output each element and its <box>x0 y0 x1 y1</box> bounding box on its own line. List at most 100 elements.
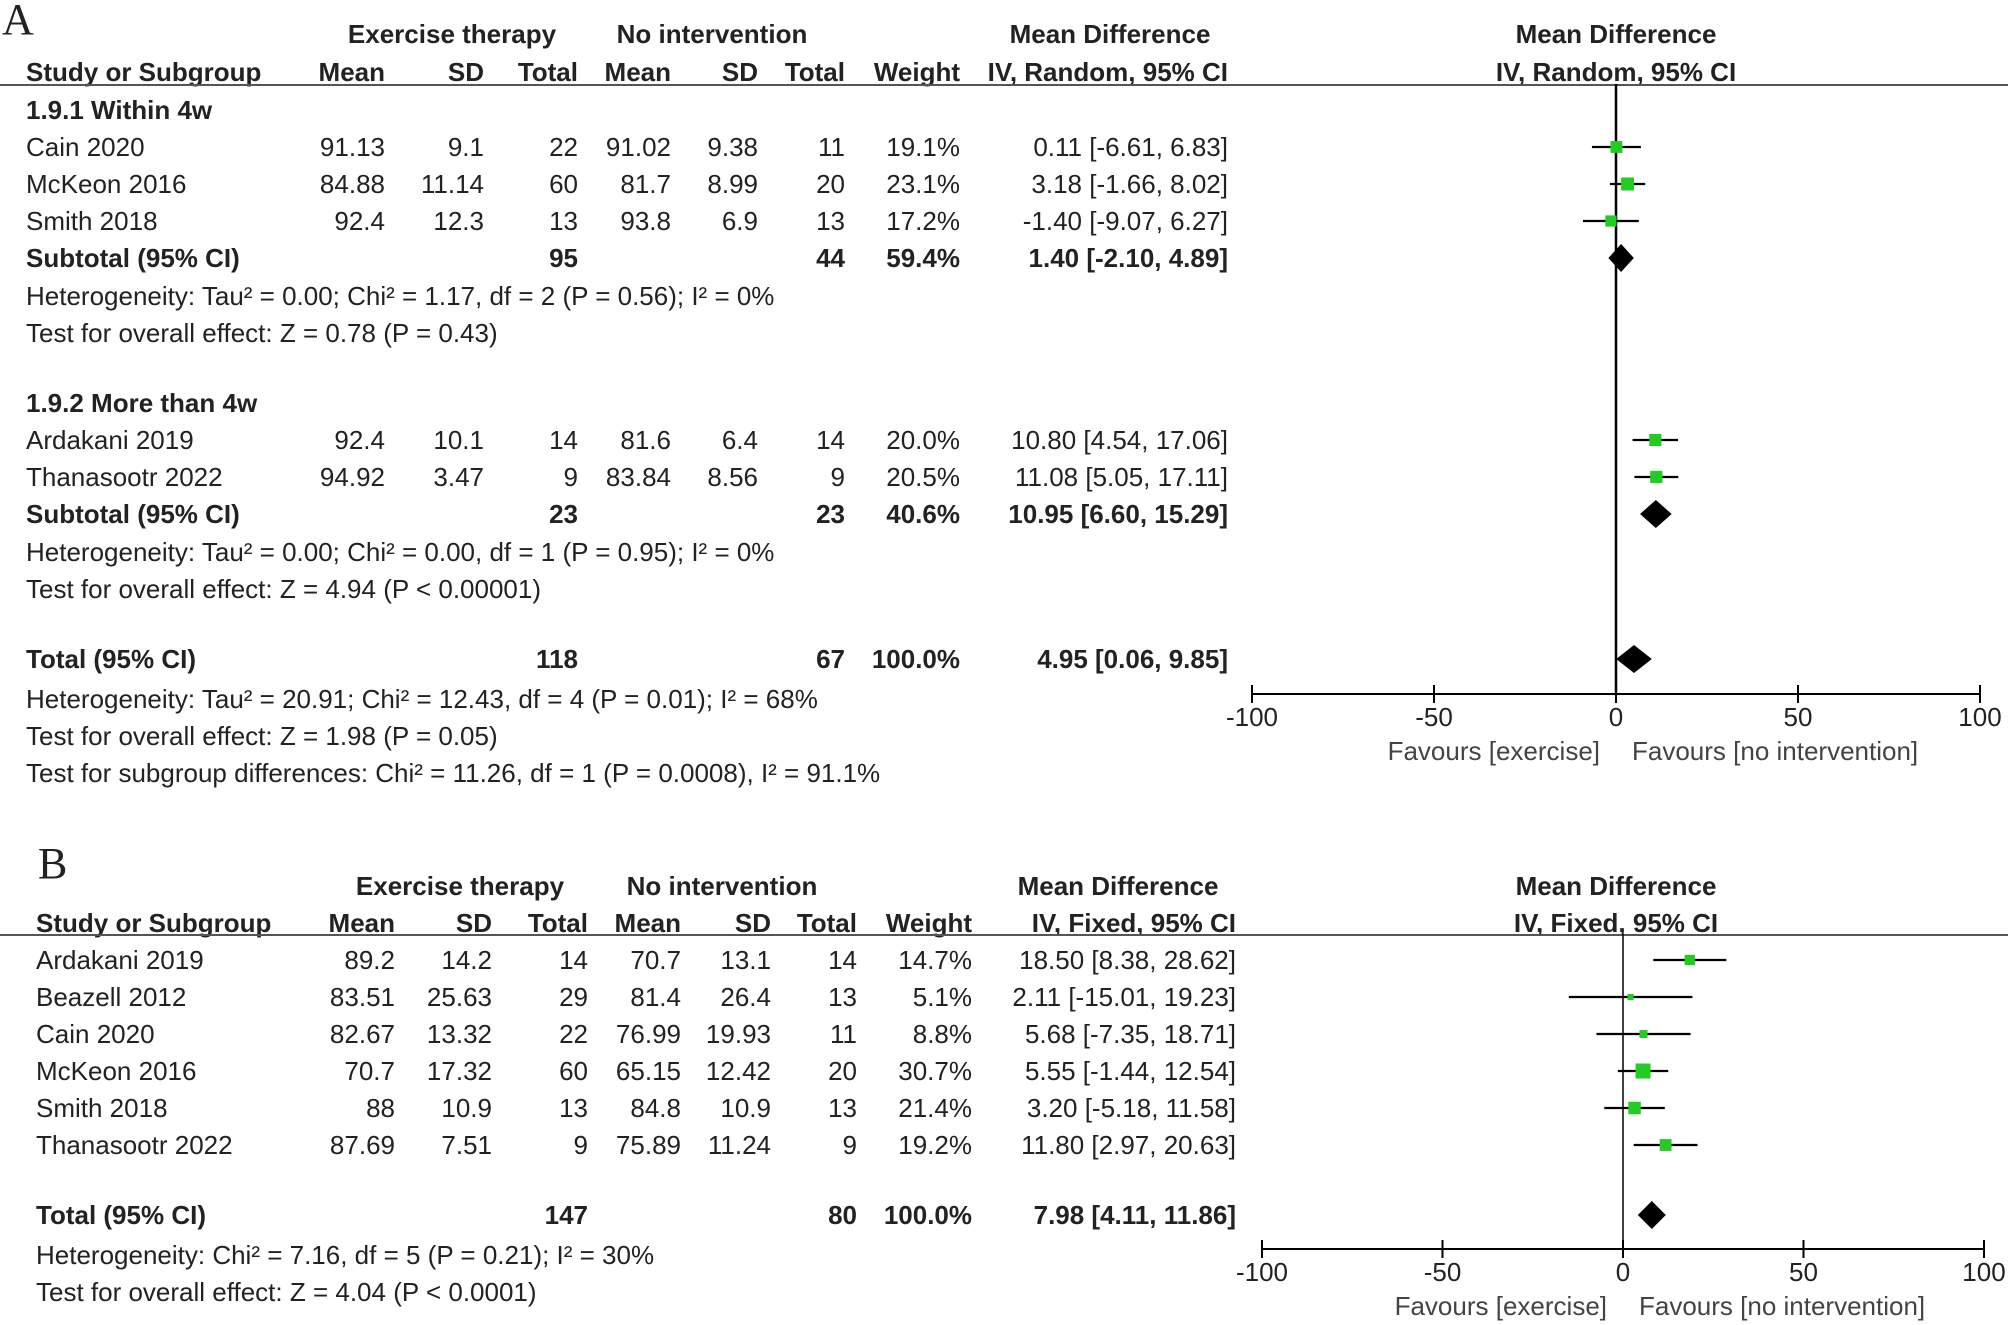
study-row-ci: 3.18 [-1.66, 8.02] <box>1031 169 1228 199</box>
subgroup-title: 1.9.2 More than 4w <box>26 388 258 418</box>
total-row-label: Total (95% CI) <box>26 644 196 674</box>
header-rule <box>0 934 2008 936</box>
study-row-mean-2: 65.15 <box>615 1056 681 1086</box>
study-row-mean-2: 81.7 <box>620 169 671 199</box>
study-row-name: Smith 2018 <box>36 1093 168 1123</box>
study-row-total-1: 9 <box>563 462 578 492</box>
x-axis-tick-label: 100 <box>1958 702 2002 732</box>
column-header-total-1: Total <box>517 57 578 87</box>
study-row-mean-2: 70.7 <box>630 945 681 975</box>
study-row-ci: -1.40 [-9.07, 6.27] <box>1022 206 1228 236</box>
study-row-point <box>1627 993 1634 1001</box>
column-header-sd-2: SD <box>734 908 771 938</box>
study-row-mean-2: 93.8 <box>620 206 671 236</box>
study-row-mean-2: 91.02 <box>605 132 671 162</box>
total-row-weight: 100.0% <box>883 1200 972 1230</box>
x-axis-tick-label: 50 <box>1789 1257 1818 1287</box>
column-header-mean-2: Mean <box>604 57 671 87</box>
study-row-mean-1: 82.67 <box>329 1019 395 1049</box>
column-header-sd-2: SD <box>721 57 758 87</box>
study-row-point <box>1621 177 1635 191</box>
total-row-total-1: 147 <box>544 1200 588 1230</box>
study-row-sd-2: 26.4 <box>720 982 771 1012</box>
study-row-sd-1: 7.51 <box>441 1130 492 1160</box>
study-row-point <box>1684 954 1695 966</box>
subtotal-row-ci: 1.40 [-2.10, 4.89] <box>1028 243 1228 273</box>
study-row-sd-1: 3.47 <box>433 462 484 492</box>
study-row-sd-1: 12.3 <box>433 206 484 236</box>
favours-exercise-label: Favours [exercise] <box>1387 736 1600 766</box>
x-axis-tick-label: 0 <box>1615 1257 1631 1287</box>
study-row-point <box>1628 1101 1641 1115</box>
subtotal-row-label: Subtotal (95% CI) <box>26 243 240 273</box>
total-row-ci: 4.95 [0.06, 9.85] <box>1037 644 1228 674</box>
study-row-weight: 8.8% <box>912 1019 972 1049</box>
study-row-weight: 19.1% <box>886 132 960 162</box>
study-row-name: McKeon 2016 <box>26 169 187 199</box>
column-header-mean-1: Mean <box>318 57 385 87</box>
subtotal-row-ci: 10.95 [6.60, 15.29] <box>1008 499 1228 529</box>
study-row-sd-1: 14.2 <box>441 945 492 975</box>
study-row-mean-2: 76.99 <box>615 1019 681 1049</box>
study-row-mean-2: 81.4 <box>630 982 681 1012</box>
total-row-label: Total (95% CI) <box>36 1200 206 1230</box>
study-row-sd-2: 8.56 <box>707 462 758 492</box>
study-row-sd-2: 19.93 <box>705 1019 771 1049</box>
study-row-ci: 2.11 [-15.01, 19.23] <box>1012 982 1236 1012</box>
study-row-mean-1: 91.13 <box>319 132 385 162</box>
column-header-weight: Weight <box>873 57 960 87</box>
x-axis-tick-label: 100 <box>1962 1257 2006 1287</box>
study-row-point <box>1659 1139 1672 1151</box>
study-row-point <box>1610 141 1623 153</box>
column-header-sd-1: SD <box>447 57 484 87</box>
total-overall-effect: Test for overall effect: Z = 1.98 (P = 0… <box>26 721 498 751</box>
study-row-point <box>1605 215 1617 227</box>
study-row-mean-1: 84.88 <box>319 169 385 199</box>
study-row-weight: 20.0% <box>886 425 960 455</box>
study-row-weight: 5.1% <box>912 982 972 1012</box>
column-header-mean-1: Mean <box>328 908 395 938</box>
x-axis-tick-label: 0 <box>1608 702 1624 732</box>
study-row-weight: 17.2% <box>886 206 960 236</box>
study-row-total-1: 22 <box>549 132 578 162</box>
effect-header-right: Mean Difference <box>1515 19 1717 49</box>
total-row-total-2: 67 <box>816 644 845 674</box>
group-header-exercise: Exercise therapy <box>355 871 565 901</box>
study-row-mean-1: 92.4 <box>334 206 385 236</box>
x-axis-tick-label: -100 <box>1225 702 1279 732</box>
study-row-total-2: 20 <box>816 169 845 199</box>
total-overall-effect: Test for overall effect: Z = 4.04 (P < 0… <box>36 1277 537 1307</box>
study-row-weight: 14.7% <box>898 945 972 975</box>
panel-letter: B <box>38 839 68 888</box>
x-axis-tick-label: 50 <box>1783 702 1813 732</box>
total-row-total-1: 118 <box>536 644 578 674</box>
column-header-total-2: Total <box>796 908 857 938</box>
study-row-total-1: 14 <box>559 945 588 975</box>
column-header-method-right: IV, Random, 95% CI <box>1495 57 1737 87</box>
study-row-total-1: 13 <box>559 1093 588 1123</box>
study-row-ci: 3.20 [-5.18, 11.58] <box>1026 1093 1236 1123</box>
study-row-weight: 23.1% <box>886 169 960 199</box>
x-axis-tick-label: -100 <box>1235 1257 1289 1287</box>
study-row-total-2: 13 <box>828 1093 857 1123</box>
study-row-ci: 11.08 [5.05, 17.11] <box>1015 462 1228 492</box>
study-row-total-1: 9 <box>573 1130 588 1160</box>
study-row-name: Thanasootr 2022 <box>26 462 223 492</box>
study-row-sd-1: 17.32 <box>426 1056 492 1086</box>
x-axis-tick-label: -50 <box>1415 702 1453 732</box>
study-row-weight: 30.7% <box>898 1056 972 1086</box>
study-row-ci: 5.55 [-1.44, 12.54] <box>1024 1056 1236 1086</box>
study-row-sd-1: 10.9 <box>441 1093 492 1123</box>
study-row-sd-2: 11.24 <box>707 1130 771 1160</box>
subtotal-row-total-1: 23 <box>549 499 578 529</box>
study-row-point <box>1649 433 1662 447</box>
study-row-mean-1: 92.4 <box>334 425 385 455</box>
subgroup-heterogeneity: Heterogeneity: Tau² = 0.00; Chi² = 1.17,… <box>26 281 775 311</box>
group-header-exercise: Exercise therapy <box>347 19 557 49</box>
study-row-ci: 11.80 [2.97, 20.63] <box>1021 1130 1236 1160</box>
subgroup-overall-effect: Test for overall effect: Z = 0.78 (P = 0… <box>26 318 498 348</box>
study-row-name: McKeon 2016 <box>36 1056 197 1086</box>
header-rule <box>0 84 2008 86</box>
study-row-total-2: 11 <box>818 132 845 162</box>
study-row-sd-2: 6.9 <box>721 206 758 236</box>
